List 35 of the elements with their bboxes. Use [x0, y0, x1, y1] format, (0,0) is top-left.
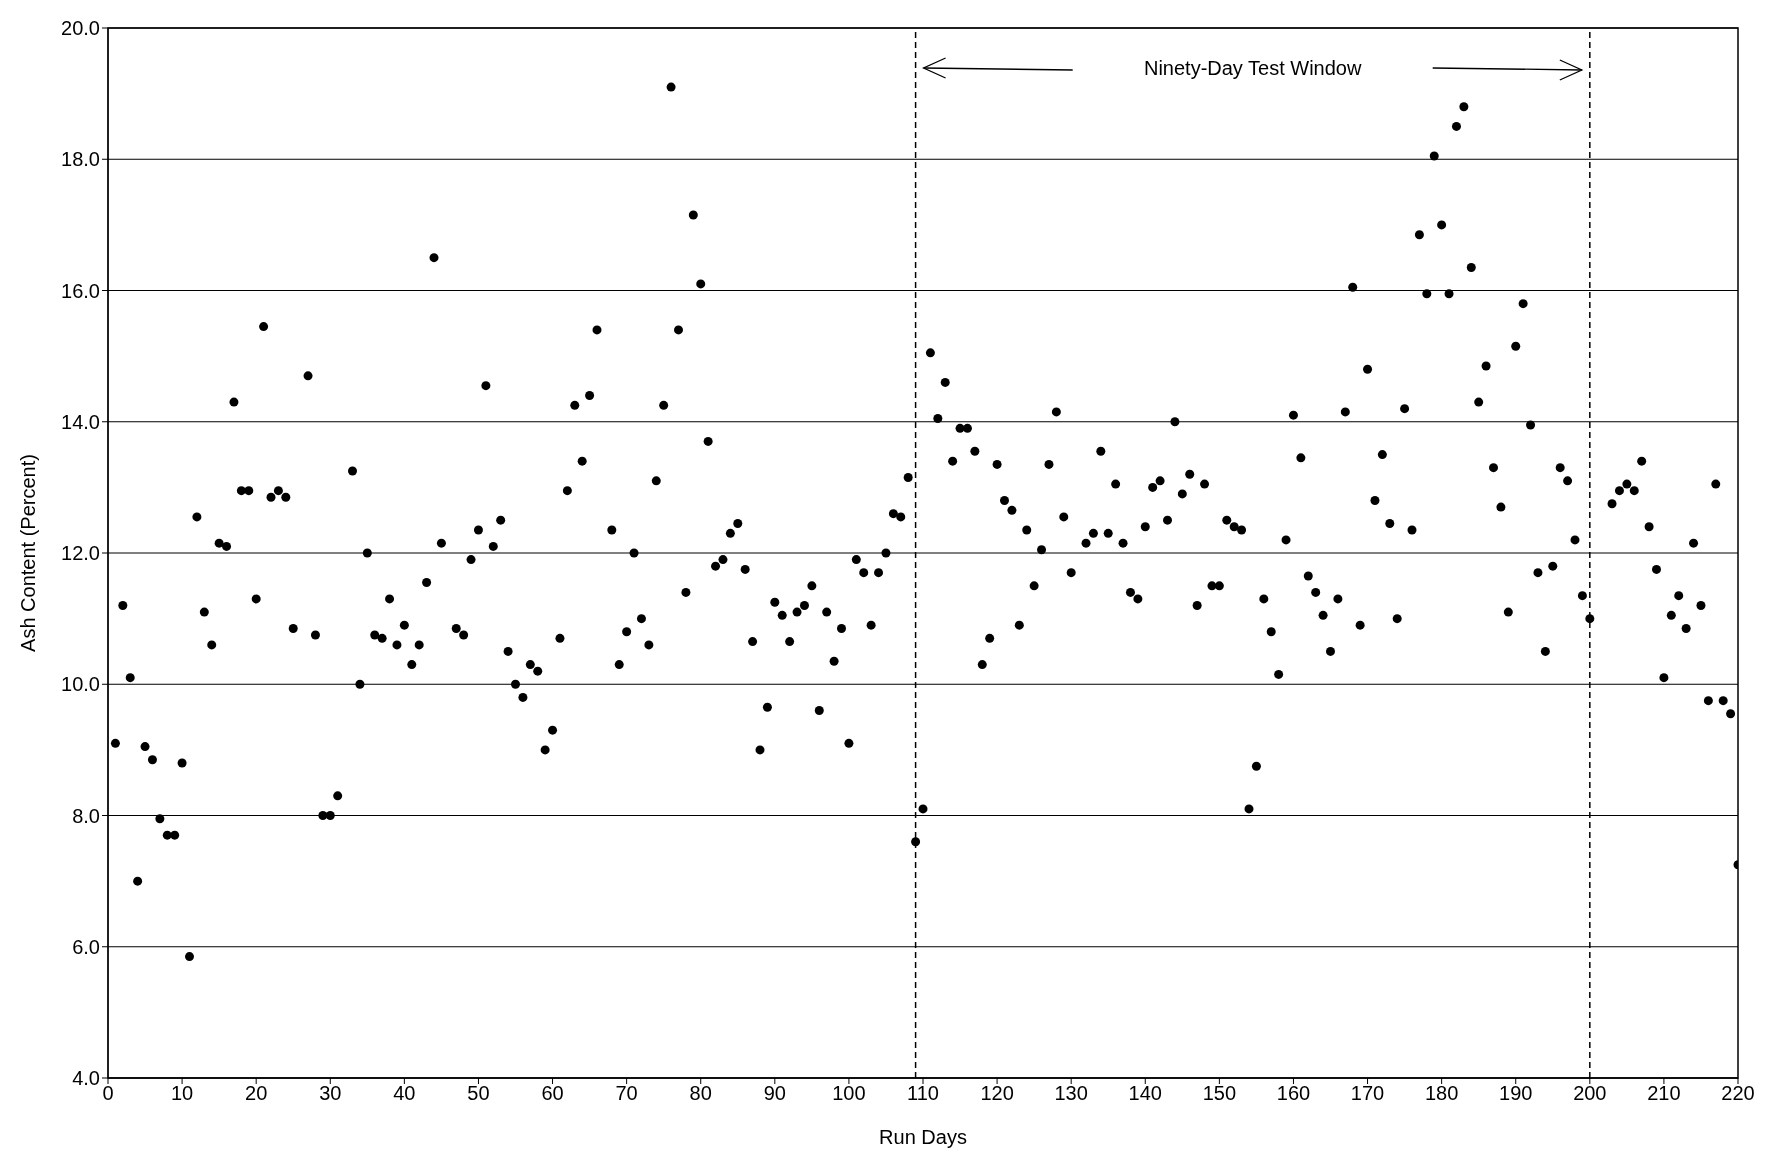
y-tick-label: 6.0 — [72, 935, 100, 958]
x-tick-label: 190 — [1499, 1082, 1533, 1105]
annotation: Ninety-Day Test Window — [1143, 57, 1362, 79]
y-tick-label: 16.0 — [61, 279, 100, 302]
x-tick-label: 140 — [1128, 1082, 1162, 1105]
x-tick-label: 20 — [245, 1082, 268, 1105]
x-tick-label: 60 — [541, 1082, 564, 1105]
x-tick-label: 170 — [1350, 1082, 1385, 1105]
x-tick-label: 80 — [689, 1082, 712, 1105]
y-axis-title: Ash Content (Percent) — [17, 454, 40, 652]
x-tick-label: 160 — [1276, 1082, 1311, 1105]
x-tick-label: 0 — [102, 1082, 114, 1105]
x-tick-label: 210 — [1647, 1082, 1681, 1105]
x-tick-label: 130 — [1054, 1082, 1088, 1105]
x-tick-label: 220 — [1721, 1082, 1755, 1105]
y-tick-label: 14.0 — [61, 410, 100, 433]
x-tick-label: 10 — [170, 1082, 194, 1105]
y-tick-label: 18.0 — [61, 148, 100, 171]
x-tick-label: 120 — [980, 1082, 1014, 1105]
x-tick-label: 180 — [1424, 1082, 1459, 1105]
x-tick-label: 100 — [832, 1082, 866, 1105]
y-tick-label: 10.0 — [61, 673, 100, 696]
x-tick-label: 30 — [319, 1082, 342, 1105]
x-axis-title: Run Days — [879, 1126, 967, 1148]
y-tick-label: 8.0 — [72, 804, 100, 827]
y-tick-label: 12.0 — [61, 542, 100, 565]
x-tick-label: 110 — [907, 1082, 939, 1105]
x-tick-label: 50 — [467, 1082, 490, 1105]
x-tick-label: 90 — [763, 1082, 786, 1105]
y-tick-label: 20.0 — [61, 17, 100, 40]
x-tick-label: 150 — [1202, 1082, 1237, 1105]
x-tick-label: 200 — [1573, 1082, 1607, 1105]
y-tick-label: 4.0 — [72, 1067, 100, 1090]
x-tick-label: 40 — [393, 1082, 416, 1105]
x-tick-label: 70 — [615, 1082, 638, 1105]
